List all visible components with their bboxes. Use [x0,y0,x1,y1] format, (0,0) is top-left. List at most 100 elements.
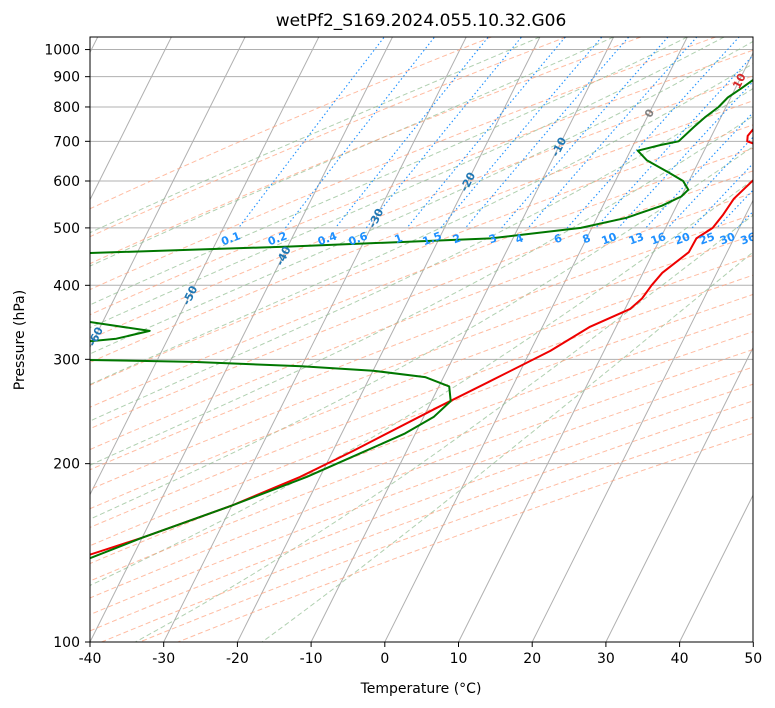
y-tick-label: 600 [53,174,80,190]
mixing-ratio-label: 30 [718,230,737,248]
chart-title: wetPf2_S169.2024.055.10.32.G06 [276,11,567,31]
y-tick-label: 300 [53,352,80,368]
x-tick-label: 10 [450,651,468,667]
moist-adiabat-line [261,251,753,642]
y-tick-label: 100 [53,635,80,651]
mixing-ratio-line [645,111,753,229]
mixing-ratio-line [716,189,753,229]
x-tick-label: 30 [597,651,615,667]
mixing-ratio-label: 6 [552,231,564,246]
isotherm-line [531,199,753,642]
mixing-ratio-label: 36 [739,230,758,248]
isotherm-label: -60 [86,325,107,349]
mixing-ratio-line [334,37,490,229]
dry-adiabat-line [90,366,753,616]
mixing-ratio-line [365,37,523,229]
mixing-ratio-label: 0.4 [316,229,339,248]
isotherm-line [90,37,246,349]
y-axis: 100 200 300 400 500 600 700 800 900 1000 [44,43,90,651]
x-tick-label: -20 [226,651,249,667]
dry-adiabat-line [90,37,492,210]
y-tick-label: 700 [53,134,80,150]
mixing-ratio-label: 13 [627,230,646,247]
x-tick-label: 50 [744,651,762,667]
dry-adiabat-line [90,37,567,238]
mixing-ratio-line [406,37,567,229]
mixing-ratio-label: 20 [673,230,692,248]
isotherm-line [679,494,753,642]
isotherm-line [236,37,541,642]
mixing-ratio-line [667,136,753,229]
dry-adiabat-line [90,293,753,547]
isotherm-line [90,37,320,496]
plot-grid [90,37,753,642]
x-axis-title: Temperature (°C) [360,681,482,697]
sounding-profiles [90,78,753,560]
mixing-ratio-line [440,37,603,229]
x-tick-label: 40 [671,651,689,667]
mixing-ratio-line [501,37,669,229]
moist-adiabat-line [90,115,753,466]
mixing-ratio-line [691,162,753,229]
moist-adiabat-line [90,63,753,386]
isotherm-label: -50 [180,283,201,307]
isotherm-label: 10 [730,71,749,91]
mixing-ratio-label: 0.6 [347,229,370,248]
mixing-ratio-line [238,37,386,229]
mixing-ratio-label: 10 [600,230,619,248]
isotherm-line [752,641,753,642]
dewpoint-profile-line [90,78,753,560]
x-tick-label: -40 [79,651,102,667]
x-tick-label: 20 [523,651,541,667]
isotherm-line [163,37,467,642]
dry-adiabat-line [90,254,753,510]
mixing-ratio-label: 0.2 [266,229,289,248]
y-tick-label: 400 [53,278,80,294]
isotherm-label: 0 [642,107,657,120]
mixing-ratio-line [465,37,630,229]
y-tick-label: 900 [53,70,80,86]
mixing-ratio-label: 1.5 [421,229,444,248]
mixing-ratio-line [284,37,436,229]
mixing-ratio-label: 3 [487,231,499,246]
y-tick-label: 800 [53,100,80,116]
isotherm-line [605,346,753,642]
moist-adiabats [90,37,753,642]
x-axis: -40 -30 -20 -10 0 10 20 30 40 50 [79,642,762,667]
isotherm-line [310,37,615,642]
x-tick-label: -30 [152,651,175,667]
mixing-ratio-line [527,37,698,229]
mixing-ratio-label: 8 [581,231,593,246]
isotherm-label: -70 [0,368,11,392]
mixing-ratio-line [617,80,753,229]
dry-adiabat-line [90,349,753,599]
isotherm-line [458,51,753,642]
y-tick-label: 200 [53,457,80,473]
isotherm-line [90,37,393,642]
isotherm-label: -10 [549,135,570,159]
mixing-ratio-line [758,25,775,228]
y-tick-label: 500 [53,221,80,237]
dry-adiabat-line [139,416,753,642]
dry-adiabat-line [90,383,753,632]
y-tick-label: 1000 [44,43,80,59]
mixing-ratio-label: 4 [514,231,526,246]
moist-adiabat-line [90,37,541,234]
x-tick-label: -10 [300,651,323,667]
isotherm-label: -20 [458,170,479,194]
isotherm-line [90,37,172,201]
temperature-profile-line [90,127,753,556]
y-axis-title: Pressure (hPa) [12,290,28,390]
dry-adiabat-line [90,124,753,386]
dry-adiabat-line [90,37,641,265]
dry-adiabat-line [90,170,753,430]
mixing-ratio-label: 1 [393,231,405,246]
plot-frame [89,36,754,643]
dry-adiabat-line [177,432,753,642]
mixing-ratio-label: 16 [649,230,668,248]
mixing-ratio-lines [238,25,775,229]
dry-adiabat-line [90,213,753,471]
mixing-ratio-line [737,210,753,229]
